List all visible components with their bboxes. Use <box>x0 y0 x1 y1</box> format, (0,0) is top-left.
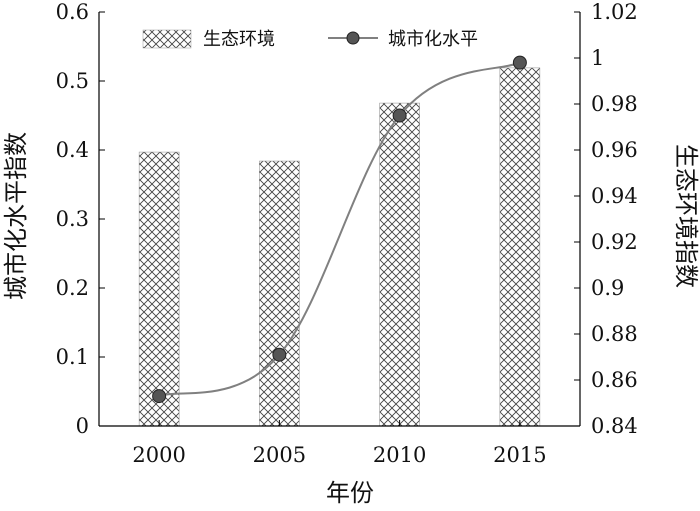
bars-layer <box>138 67 541 427</box>
line-point-2015 <box>512 55 527 70</box>
y-right-tick-label: 0.88 <box>591 322 638 346</box>
y-right-axis-title: 生态环境指数 <box>672 144 700 288</box>
y-left-tick-label: 0 <box>76 414 89 438</box>
y-left-tick-label: 0.4 <box>56 138 89 162</box>
y-right-tick-label: 0.86 <box>591 368 638 392</box>
y-left-axis-title: 城市化水平指数 <box>2 132 30 300</box>
y-right-tick-label: 0.94 <box>591 184 638 208</box>
bar-2010 <box>379 102 420 427</box>
x-tick-label: 2000 <box>132 443 185 467</box>
bar-2015 <box>499 67 541 427</box>
line-layer <box>152 55 527 404</box>
y-left-tick-label: 0.2 <box>56 276 89 300</box>
y-right-tick-label: 0.9 <box>591 276 624 300</box>
x-tick-label: 2015 <box>493 443 546 467</box>
y-right-tick-label: 0.96 <box>591 138 638 162</box>
bar-2000 <box>138 151 180 427</box>
y-right-tick-label: 1.02 <box>591 0 638 24</box>
y-left-tick-label: 0.5 <box>56 69 89 93</box>
line-point-2010 <box>392 108 407 123</box>
y-left-tick-label: 0.6 <box>56 0 89 24</box>
legend: 生态环境 城市化水平 <box>142 29 478 50</box>
y-left-tick-label: 0.1 <box>56 345 89 369</box>
bar-2005 <box>259 160 300 427</box>
y-right-tick-label: 1 <box>591 46 604 70</box>
x-axis-title: 年份 <box>326 479 374 507</box>
legend-line-marker <box>346 31 360 45</box>
y-right-tick-label: 0.98 <box>591 92 638 116</box>
legend-line-label: 城市化水平 <box>388 29 478 50</box>
y-right-tick-label: 0.84 <box>591 414 638 438</box>
x-tick-label: 2010 <box>373 443 426 467</box>
series-line-urbanization <box>158 61 521 398</box>
x-tick-label: 2005 <box>253 443 306 467</box>
legend-bar-label: 生态环境 <box>203 29 275 50</box>
line-point-2005 <box>272 347 287 362</box>
axes-layer: 0 0.1 0.2 0.3 0.4 0.5 0.6 0.84 0.86 0.88 0.9 0.92 0.… <box>56 0 638 467</box>
y-left-tick-label: 0.3 <box>56 207 89 231</box>
y-right-tick-label: 0.92 <box>591 230 638 254</box>
legend-bar-swatch <box>142 29 192 49</box>
line-point-2000 <box>152 389 167 404</box>
